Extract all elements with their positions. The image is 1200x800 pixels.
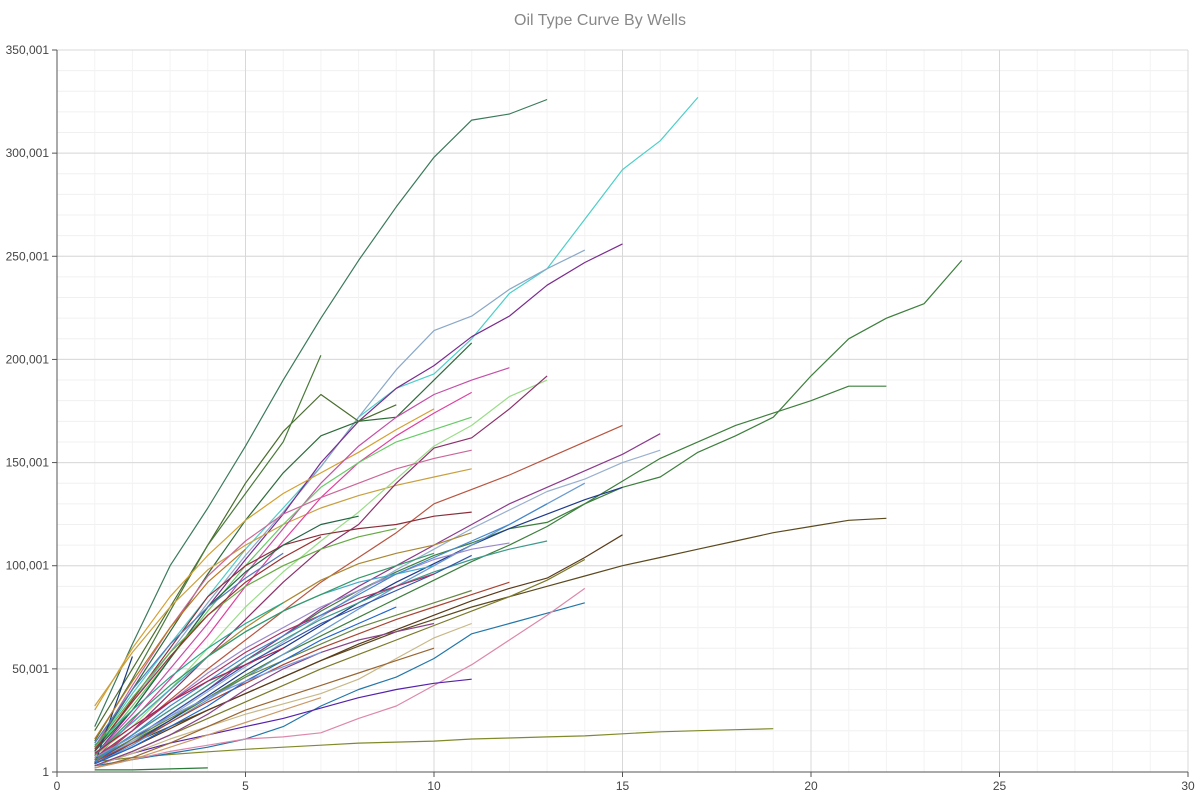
- series-line-51: [94, 552, 284, 744]
- series-line-35: [94, 678, 472, 767]
- series-line-30: [94, 581, 510, 763]
- y-tick-label: 1: [42, 765, 49, 779]
- series-line-21: [94, 449, 661, 763]
- series-line-29: [94, 554, 472, 763]
- y-tick-label: 200,001: [6, 352, 50, 366]
- series-line-16: [94, 416, 472, 752]
- series-line-1: [94, 98, 548, 727]
- series-line-6: [94, 385, 887, 763]
- series-line-11: [94, 355, 322, 742]
- series-line-32: [94, 558, 586, 767]
- series-line-12: [94, 408, 435, 711]
- y-tick-label: 350,001: [6, 43, 50, 57]
- series-line-15: [94, 391, 472, 761]
- series-line-54: [94, 647, 284, 754]
- y-tick-label: 150,001: [6, 456, 50, 470]
- series-line-33: [94, 602, 585, 767]
- series-line-50: [94, 536, 322, 750]
- y-tick-label: 50,001: [12, 662, 49, 676]
- series-line-28: [94, 540, 548, 761]
- series-line-37: [94, 767, 208, 771]
- x-tick-label: 5: [242, 779, 249, 793]
- series-line-25: [94, 449, 472, 748]
- x-tick-label: 10: [427, 779, 441, 793]
- chart-title: Oil Type Curve By Wells: [514, 12, 686, 29]
- y-tick-label: 100,001: [6, 559, 50, 573]
- x-tick-label: 30: [1181, 779, 1195, 793]
- axes-layer: 150,001100,001150,001200,001250,001300,0…: [6, 43, 1195, 793]
- series-line-49: [94, 552, 435, 756]
- series-line-45: [94, 622, 435, 767]
- series-line-8: [94, 728, 774, 763]
- series-line-46: [94, 647, 435, 769]
- series-line-34: [94, 587, 586, 769]
- series-line-39: [94, 515, 359, 752]
- series-line-53: [94, 602, 284, 746]
- series-line-47: [94, 697, 322, 769]
- y-tick-label: 300,001: [6, 146, 50, 160]
- x-tick-label: 25: [993, 779, 1007, 793]
- series-layer: [94, 97, 963, 771]
- series-line-19: [94, 424, 623, 761]
- series-line-52: [94, 548, 246, 740]
- series-line-31: [94, 534, 623, 765]
- y-tick-label: 250,001: [6, 249, 50, 263]
- grid-layer: [56, 49, 1189, 773]
- series-line-40: [94, 528, 397, 748]
- series-line-42: [94, 573, 435, 759]
- series-line-9: [94, 342, 473, 748]
- series-line-48: [94, 503, 548, 763]
- x-tick-label: 20: [804, 779, 818, 793]
- x-tick-label: 15: [616, 779, 630, 793]
- series-line-55: [94, 651, 322, 759]
- series-line-36: [94, 622, 472, 767]
- series-line-3: [94, 249, 586, 752]
- x-tick-label: 0: [54, 779, 61, 793]
- series-line-10: [94, 393, 397, 732]
